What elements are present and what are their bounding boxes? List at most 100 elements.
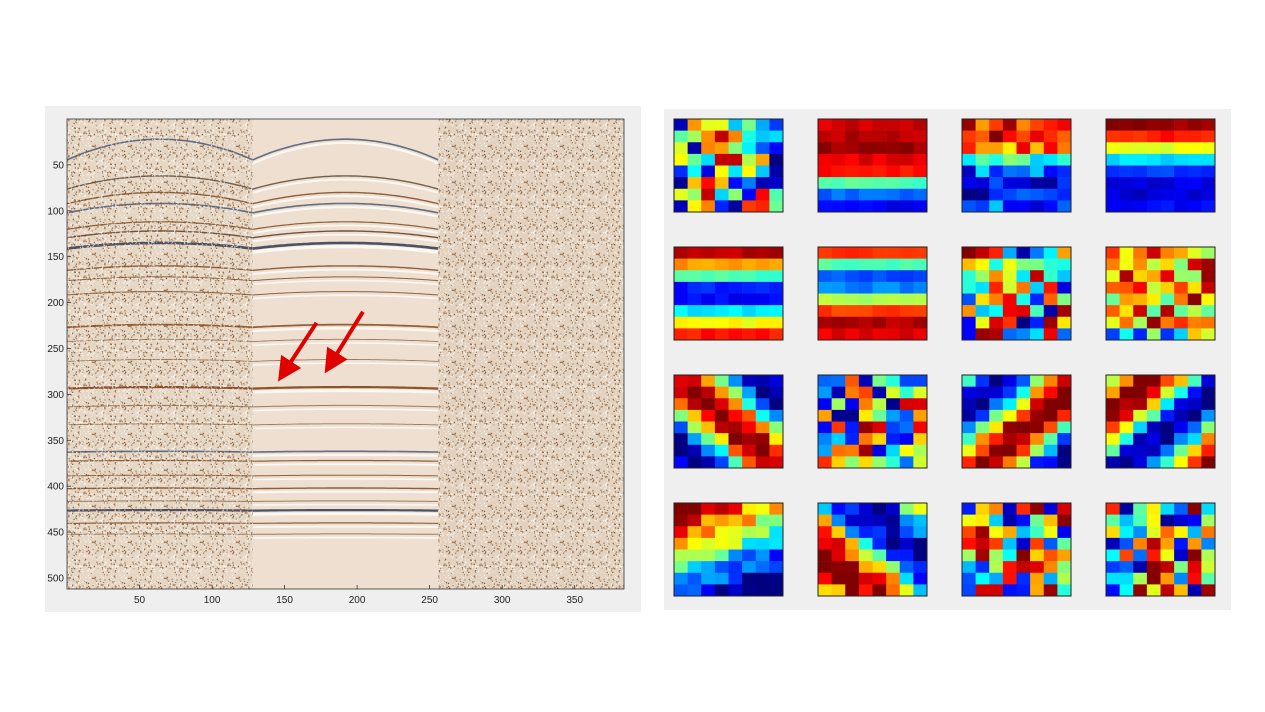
y-tick-label: 350 xyxy=(47,436,64,447)
patch-cell xyxy=(962,293,976,306)
patch-cell xyxy=(755,572,770,585)
patch-cell xyxy=(1201,526,1216,539)
patch-cell xyxy=(1174,177,1189,190)
patch-cell xyxy=(1002,305,1017,318)
reflection-highlight xyxy=(252,178,439,194)
patch-cell xyxy=(674,537,688,550)
patch-cell xyxy=(858,258,873,271)
patch-cell xyxy=(1201,165,1216,178)
y-tick-label: 450 xyxy=(47,528,64,539)
patch-cell xyxy=(913,444,928,457)
seismic-figure-panel: 50 100 150 200 250 300 350 50 100 150 200 250 300 350… xyxy=(45,106,641,612)
patch-cell xyxy=(1133,293,1148,306)
patch-cell xyxy=(755,258,770,271)
patch-cell xyxy=(962,258,976,271)
patch-cell xyxy=(975,398,990,411)
patch-cell xyxy=(769,549,784,562)
patch-cell xyxy=(1133,305,1148,318)
patch-cell xyxy=(1133,281,1148,294)
patch-cell xyxy=(845,270,860,283)
reflection-highlight xyxy=(252,408,439,412)
patch-frame xyxy=(673,502,784,597)
patch-cell xyxy=(755,549,770,562)
patch-cell xyxy=(1016,572,1031,585)
patch-cell xyxy=(755,584,770,597)
patch-cell xyxy=(872,316,887,329)
patch-cell xyxy=(1160,503,1175,515)
patch-cell xyxy=(989,188,1004,201)
patch-cell xyxy=(962,188,976,201)
patch-cell xyxy=(1119,503,1134,515)
patch-cell xyxy=(1030,549,1045,562)
patch-cell xyxy=(1201,119,1216,131)
patch-cell xyxy=(687,398,702,411)
patch-cell xyxy=(1174,561,1189,574)
patch-cell xyxy=(687,421,702,434)
patch-cell xyxy=(755,130,770,143)
patch-cell xyxy=(1146,537,1161,550)
patch-cell xyxy=(1160,584,1175,597)
patch-cell xyxy=(872,398,887,411)
patch-cell xyxy=(1133,142,1148,155)
patch-cell xyxy=(1146,270,1161,283)
patch-cell xyxy=(899,503,914,515)
patch-cell xyxy=(872,153,887,166)
patch-cell xyxy=(899,456,914,469)
x-tick-label: 250 xyxy=(421,595,438,606)
patch-cell xyxy=(755,444,770,457)
patch-cell xyxy=(1043,561,1058,574)
patch-cell xyxy=(989,537,1004,550)
patch-cell xyxy=(845,328,860,341)
patch-cell xyxy=(1187,549,1202,562)
patch-cell xyxy=(1002,142,1017,155)
patch-cell xyxy=(1057,119,1072,131)
patch-cell xyxy=(831,247,846,259)
patch-cell xyxy=(858,572,873,585)
patch-cell xyxy=(975,549,990,562)
patch-cell xyxy=(1057,421,1072,434)
reflection-event-denoised xyxy=(252,522,439,524)
patch-cell xyxy=(1201,270,1216,283)
patch-cell xyxy=(701,165,716,178)
patch-cell xyxy=(714,270,729,283)
patch-cell xyxy=(1002,561,1017,574)
patch-cell xyxy=(872,270,887,283)
reflection-highlight xyxy=(252,233,439,243)
reflection-event-denoised xyxy=(252,509,439,512)
patch-cell xyxy=(1030,247,1045,259)
dictionary-patch xyxy=(1105,374,1216,469)
patch-cell xyxy=(674,188,688,201)
patch-frame xyxy=(817,246,928,341)
patch-cell xyxy=(1030,153,1045,166)
patch-cell xyxy=(899,200,914,213)
patch-cell xyxy=(818,375,832,387)
patch-cell xyxy=(1201,537,1216,550)
patch-cell xyxy=(1174,142,1189,155)
patch-cell xyxy=(845,281,860,294)
seismic-section-chart: 50 100 150 200 250 300 350 50 100 150 200 250 300 350… xyxy=(47,118,625,606)
patch-cell xyxy=(1133,433,1148,446)
patch-cell xyxy=(1043,514,1058,527)
patch-cell xyxy=(1043,119,1058,131)
patch-cell xyxy=(687,247,702,259)
patch-cell xyxy=(755,514,770,527)
patch-cell xyxy=(1160,130,1175,143)
patch-cell xyxy=(1174,514,1189,527)
patch-cell xyxy=(1030,270,1045,283)
reflection-highlight xyxy=(252,463,439,466)
patch-cell xyxy=(1030,514,1045,527)
patch-cell xyxy=(755,398,770,411)
patch-cell xyxy=(1106,537,1120,550)
patch-cell xyxy=(742,316,757,329)
patch-cell xyxy=(1146,130,1161,143)
patch-cell xyxy=(818,305,832,318)
patch-cell xyxy=(1002,375,1017,387)
patch-cell xyxy=(687,409,702,422)
patch-cell xyxy=(886,293,901,306)
patch-cell xyxy=(755,537,770,550)
patch-cell xyxy=(1174,409,1189,422)
patch-cell xyxy=(742,270,757,283)
patch-cell xyxy=(1133,165,1148,178)
patch-cell xyxy=(1146,165,1161,178)
patch-cell xyxy=(742,537,757,550)
